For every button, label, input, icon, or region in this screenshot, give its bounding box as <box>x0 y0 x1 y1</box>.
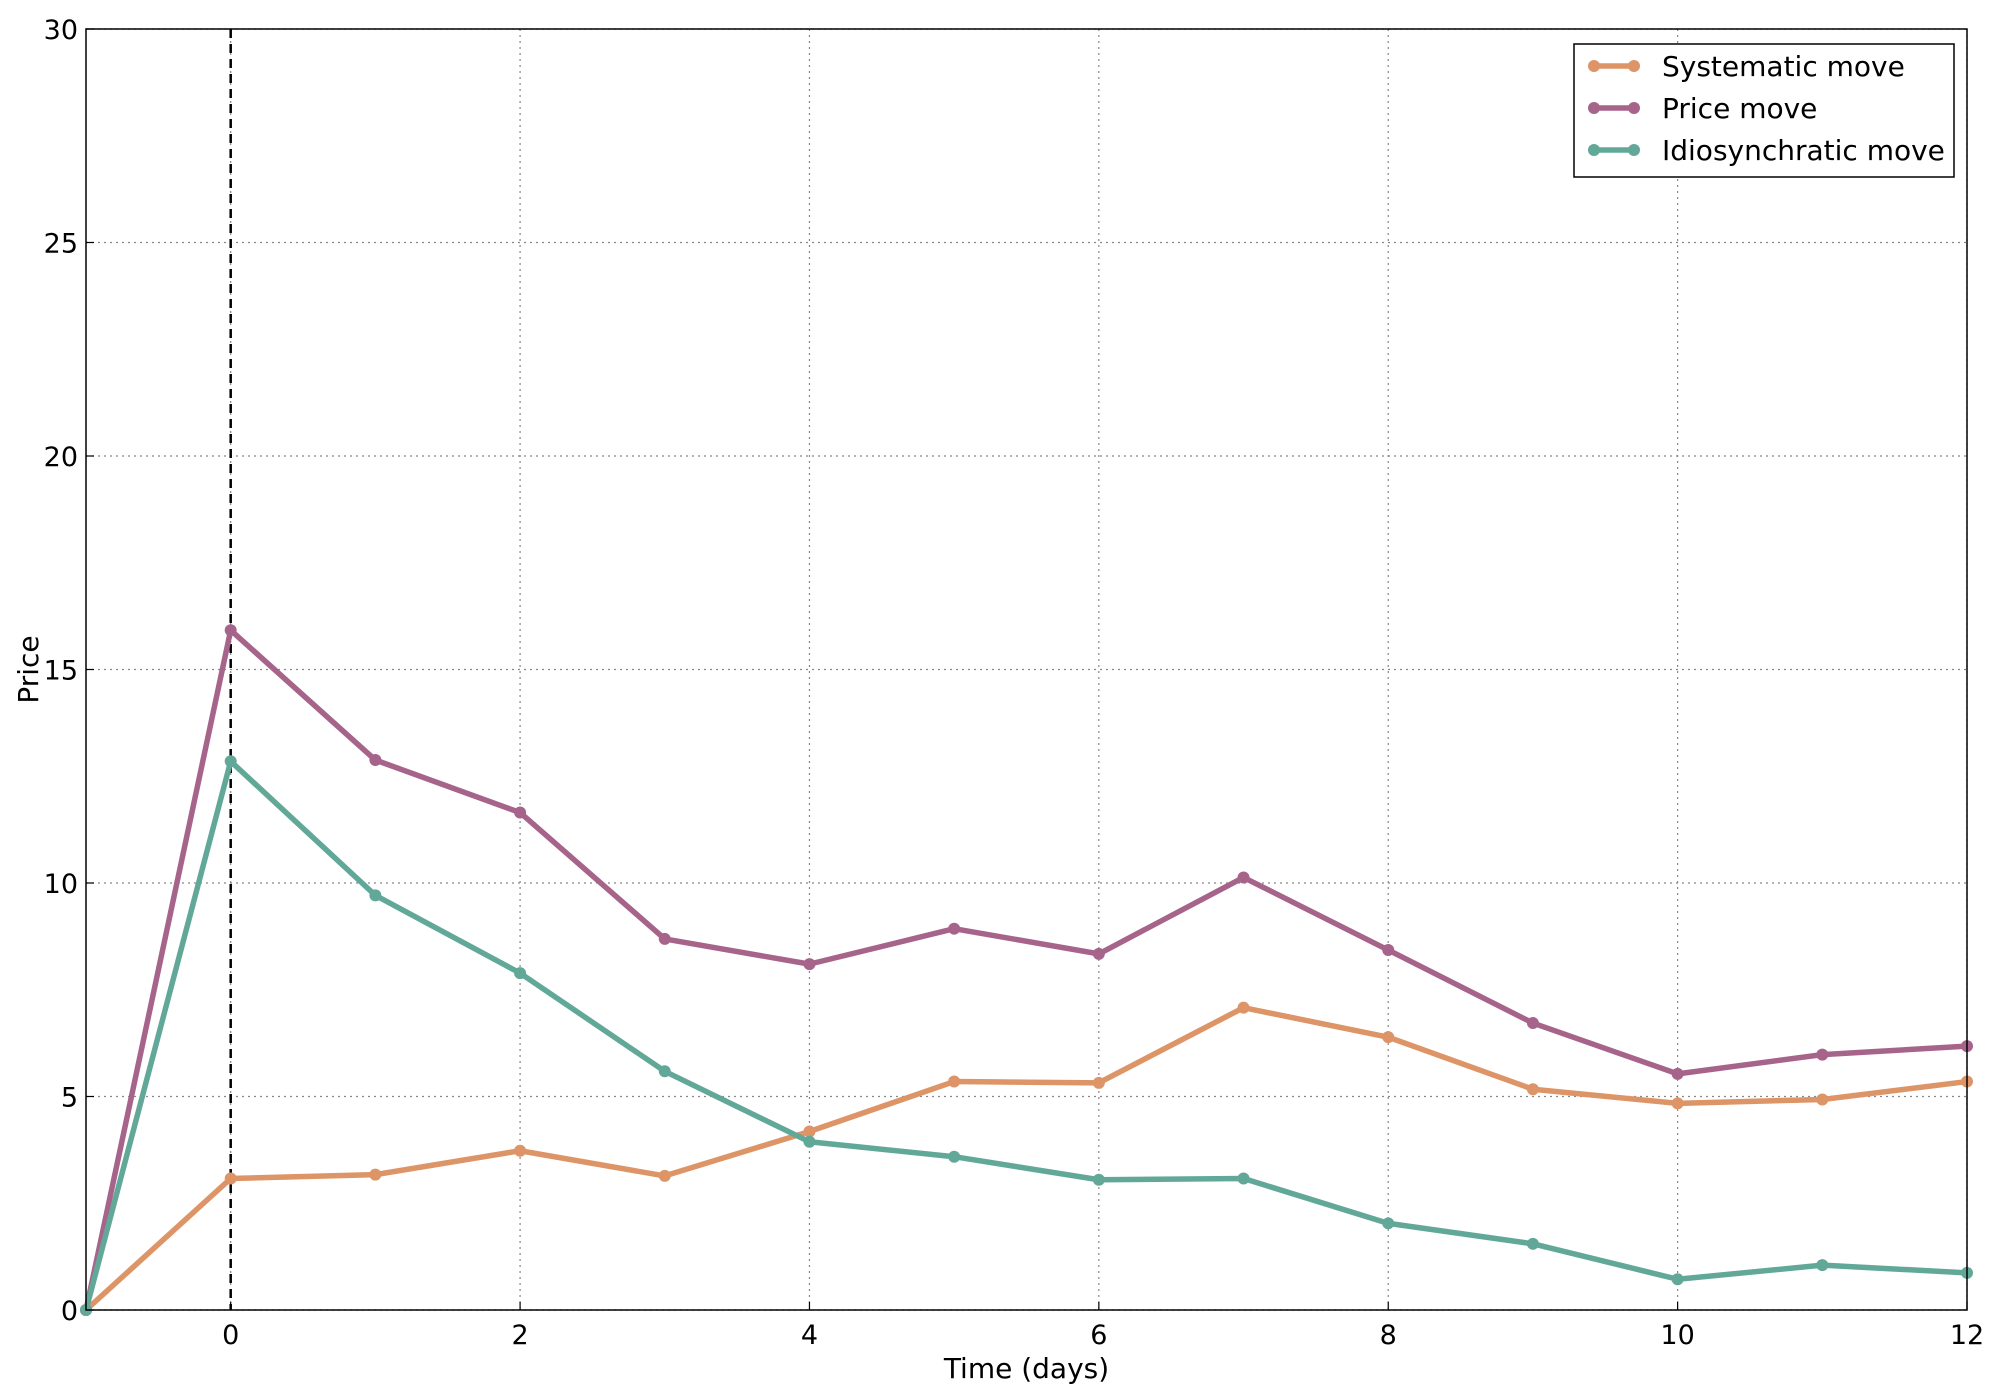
series-group <box>80 624 1973 1316</box>
data-point <box>658 1169 671 1182</box>
data-point <box>803 1125 816 1138</box>
x-tick-label: 2 <box>511 1320 528 1351</box>
data-point <box>1816 1048 1829 1061</box>
series-line <box>84 1004 1968 1313</box>
x-axis-label: Time (days) <box>943 1352 1109 1385</box>
data-point <box>1816 1093 1829 1106</box>
data-point <box>1526 1083 1539 1096</box>
data-point <box>369 754 382 767</box>
data-point <box>1526 1017 1539 1030</box>
legend-marker <box>1588 144 1600 156</box>
y-axis-label: Price <box>12 635 45 703</box>
legend-label: Systematic move <box>1662 50 1905 83</box>
x-tick-label: 0 <box>222 1320 239 1351</box>
y-tick-label: 25 <box>44 229 78 260</box>
data-point <box>1237 871 1250 884</box>
data-point <box>803 1135 816 1148</box>
legend-marker <box>1588 60 1600 72</box>
data-point <box>514 806 527 819</box>
data-point <box>514 967 527 980</box>
x-tick-label: 4 <box>801 1320 818 1351</box>
x-tick-label: 8 <box>1380 1320 1397 1351</box>
grid <box>86 28 1968 1311</box>
series-line <box>83 758 1968 1311</box>
data-point <box>658 1065 671 1078</box>
data-point <box>1671 1273 1684 1286</box>
y-tick-label: 0 <box>61 1296 78 1327</box>
y-tick-label: 10 <box>44 869 78 900</box>
data-point <box>514 1144 527 1157</box>
data-point <box>224 755 237 768</box>
data-point <box>948 922 961 935</box>
data-point <box>1237 1001 1250 1014</box>
data-point <box>1092 1173 1105 1186</box>
legend: Systematic move Price move Idiosynchratic … <box>1573 43 1955 178</box>
legend-item: Idiosynchratic move <box>1588 134 1945 167</box>
series-systematic-move <box>80 1001 1973 1316</box>
data-point <box>1382 944 1395 957</box>
legend-label: Idiosynchratic move <box>1662 134 1945 167</box>
data-point <box>224 1172 237 1185</box>
data-point <box>948 1075 961 1088</box>
y-tick-label: 30 <box>44 15 78 46</box>
data-point <box>1092 947 1105 960</box>
data-point <box>658 932 671 945</box>
legend-item: Systematic move <box>1588 50 1905 83</box>
series-line <box>83 627 1968 1311</box>
x-tick-label: 12 <box>1950 1320 1984 1351</box>
data-point <box>1092 1076 1105 1089</box>
legend-marker <box>1588 102 1600 114</box>
data-point <box>224 624 237 637</box>
legend-marker <box>1628 102 1640 114</box>
data-point <box>1816 1259 1829 1272</box>
data-point <box>1382 1031 1395 1044</box>
series-idiosynchratic-move <box>80 755 1973 1316</box>
legend-label: Price move <box>1662 92 1817 125</box>
legend-marker <box>1628 144 1640 156</box>
y-tick-label: 20 <box>44 442 78 473</box>
x-tick-label: 10 <box>1660 1320 1694 1351</box>
data-point <box>948 1150 961 1163</box>
data-point <box>1237 1172 1250 1185</box>
plot-frame <box>85 28 1968 1311</box>
data-point <box>803 958 816 971</box>
data-point <box>1526 1237 1539 1250</box>
legend-item: Price move <box>1588 92 1817 125</box>
y-tick-label: 15 <box>44 656 78 687</box>
data-point <box>369 889 382 902</box>
data-point <box>1671 1067 1684 1080</box>
data-point <box>369 1168 382 1181</box>
data-point <box>1382 1217 1395 1230</box>
y-tick-label: 5 <box>61 1083 78 1114</box>
tick-labels: 0 2 4 6 8 10 12 0 5 10 15 20 25 30 <box>44 15 1985 1351</box>
x-tick-label: 6 <box>1090 1320 1107 1351</box>
data-point <box>1671 1097 1684 1110</box>
series-price-move <box>80 624 1973 1316</box>
legend-marker <box>1628 60 1640 72</box>
